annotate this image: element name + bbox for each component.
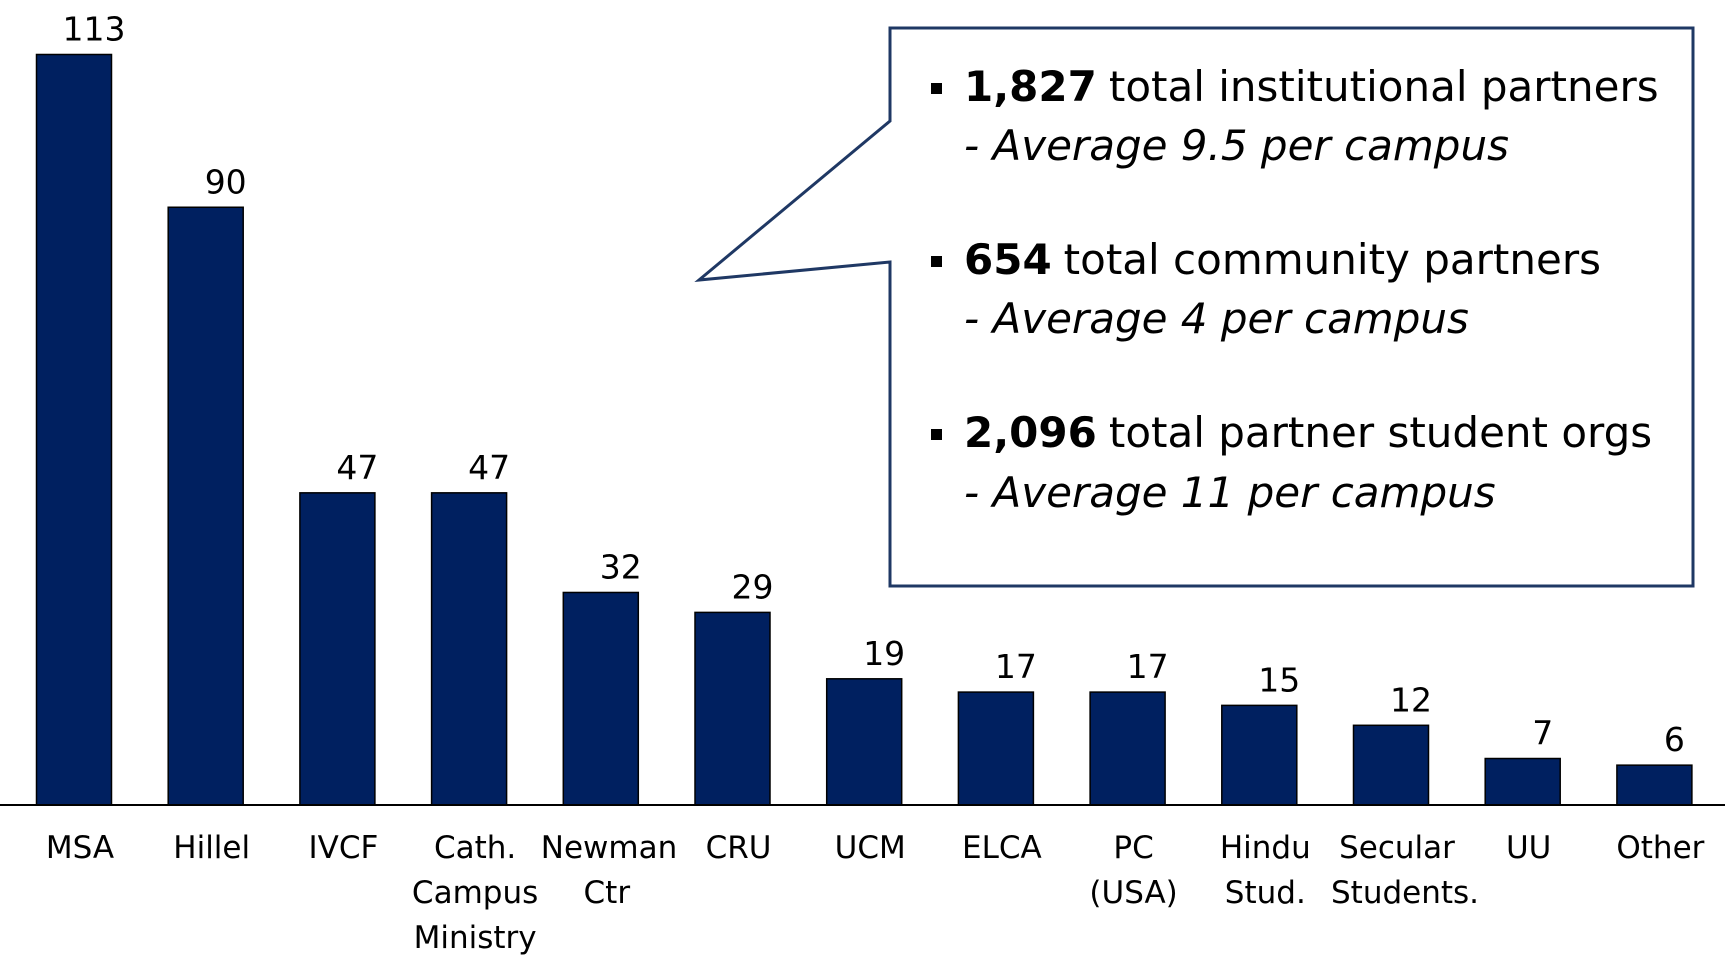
value-label: 6 xyxy=(1664,720,1685,759)
annotation-bold: 654 xyxy=(964,235,1052,284)
bar xyxy=(1484,757,1561,806)
value-label: 12 xyxy=(1390,680,1432,719)
value-label: 32 xyxy=(600,547,642,586)
annotation-main: total institutional partners xyxy=(1109,62,1659,111)
bar xyxy=(1352,724,1430,806)
bullet xyxy=(931,83,942,94)
value-label: 7 xyxy=(1532,714,1553,753)
x-tick-label: Hillel xyxy=(173,830,251,866)
x-tick-label: MSA xyxy=(45,830,115,866)
value-label: 47 xyxy=(468,448,510,487)
annotation-text: 654 total community partners xyxy=(964,235,1601,284)
bar xyxy=(562,591,640,806)
value-label: 113 xyxy=(63,9,126,48)
bar xyxy=(167,206,244,806)
annotation-main: total community partners xyxy=(1064,235,1601,284)
x-tick-label: UCM xyxy=(834,830,906,866)
x-tick-label: Other xyxy=(1616,830,1705,866)
value-label: 47 xyxy=(336,448,378,487)
value-label: 29 xyxy=(732,567,774,606)
bar xyxy=(299,492,376,806)
value-label: 19 xyxy=(863,634,905,673)
bullet xyxy=(931,429,942,440)
bar xyxy=(430,492,508,806)
bar xyxy=(957,691,1035,806)
x-tick-label: Hindu Stud. xyxy=(1219,830,1311,911)
x-tick-label: CRU xyxy=(705,830,772,866)
value-label: 17 xyxy=(995,647,1037,686)
x-tick-label: ELCA xyxy=(962,830,1042,866)
bar xyxy=(35,53,113,806)
value-label: 90 xyxy=(205,162,247,201)
annotation-bold: 2,096 xyxy=(964,408,1097,457)
x-tick-label: PC (USA) xyxy=(1089,830,1178,911)
bar xyxy=(1616,764,1693,806)
callout-box xyxy=(694,26,1695,588)
annotation-text: 1,827 total institutional partners xyxy=(964,62,1659,111)
x-tick-label: IVCF xyxy=(308,830,379,866)
value-label: 15 xyxy=(1258,660,1300,699)
bar xyxy=(1089,691,1166,806)
annotation-text: 2,096 total partner student orgs xyxy=(964,408,1652,457)
x-tick-label: Secular Students. xyxy=(1331,830,1480,911)
annotation-main: total partner student orgs xyxy=(1109,408,1652,457)
x-tick-label: Newman Ctr xyxy=(540,830,678,911)
value-label: 17 xyxy=(1127,647,1169,686)
x-tick-label: UU xyxy=(1505,830,1552,866)
annotation-sub: - Average 9.5 per campus xyxy=(964,121,1509,170)
bar xyxy=(825,678,903,806)
bar xyxy=(694,611,771,806)
annotation-sub: - Average 4 per campus xyxy=(964,294,1469,343)
bar xyxy=(1221,704,1298,806)
annotation-bold: 1,827 xyxy=(964,62,1097,111)
annotation-sub: - Average 11 per campus xyxy=(964,468,1496,517)
bullet xyxy=(931,256,942,267)
x-tick-label: Cath. Campus Ministry xyxy=(411,830,539,956)
